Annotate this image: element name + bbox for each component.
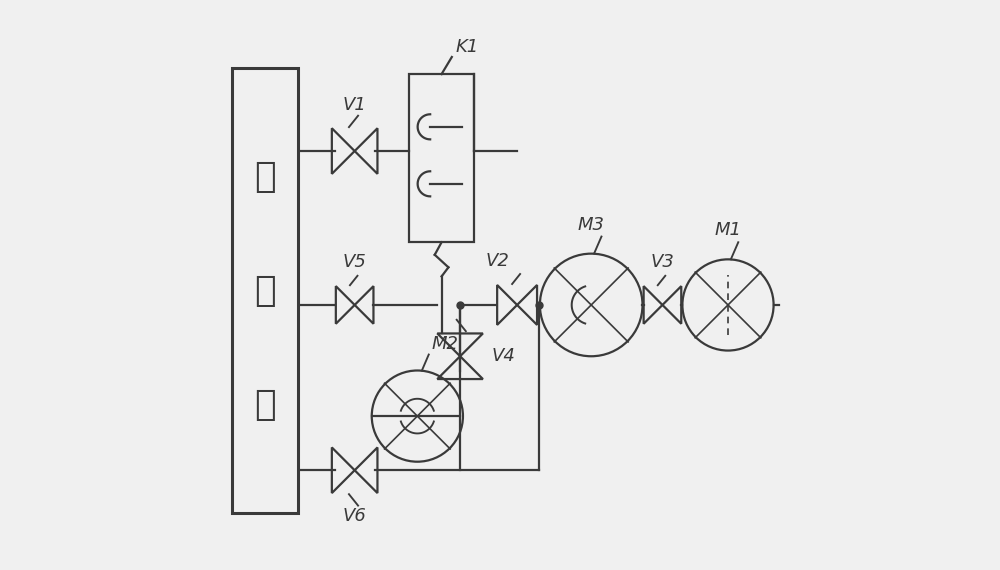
Text: 空: 空 <box>254 274 276 308</box>
Text: V1: V1 <box>343 96 367 114</box>
Text: M1: M1 <box>714 221 741 239</box>
Text: 真: 真 <box>254 160 276 194</box>
Text: M3: M3 <box>578 215 605 234</box>
Text: K1: K1 <box>456 38 479 56</box>
Bar <box>232 68 298 513</box>
Text: V3: V3 <box>651 253 674 271</box>
Text: V4: V4 <box>491 347 515 365</box>
Bar <box>409 74 474 242</box>
Text: V5: V5 <box>343 253 367 271</box>
Text: V2: V2 <box>485 251 509 270</box>
Text: 室: 室 <box>254 388 276 422</box>
Text: V6: V6 <box>343 507 367 526</box>
Text: M2: M2 <box>432 335 459 353</box>
